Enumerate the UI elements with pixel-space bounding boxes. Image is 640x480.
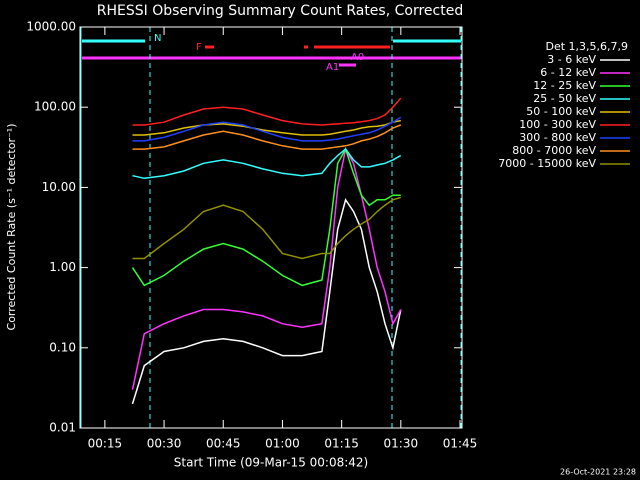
plot-frame [79,26,463,429]
annotation: N [154,33,161,44]
series-line [132,116,402,142]
series-line [131,198,402,405]
legend-label: 3 - 6 keV [547,53,596,66]
series-line [132,196,402,260]
y-tick-label: 10.00 [42,180,76,194]
annotation: F [196,42,202,53]
series-line [132,119,401,136]
footer: 26-Oct-2021 23:28 [560,468,636,477]
chart-title: RHESSI Observing Summary Count Rates, Co… [97,3,463,19]
legend-label: 100 - 300 keV [519,118,596,131]
legend-label: 300 - 800 keV [519,131,596,144]
y-tick-label: 100.00 [34,100,76,114]
legend-label: 50 - 100 keV [526,105,596,118]
x-tick-label: 01:15 [324,437,359,451]
x-tick-label: 00:30 [147,437,182,451]
y-tick-label: 0.10 [49,340,76,354]
x-axis-label: Start Time (09-Mar-15 00:08:42) [174,456,368,470]
legend-label: 12 - 25 keV [533,79,596,92]
series-line [131,146,402,390]
x-tick-label: 01:45 [443,437,478,451]
legend-title: Det 1,3,5,6,7,9 [545,40,628,53]
x-tick-label: 00:15 [88,437,123,451]
y-tick-label: 0.01 [49,421,76,435]
flag-bars [80,27,462,428]
x-tick-label: 01:00 [265,437,300,451]
x-tick-label: 00:45 [206,437,241,451]
annotation: A0 [351,52,364,63]
series-line [132,148,402,180]
legend-label: 7000 - 15000 keV [498,157,596,170]
legend-label: 800 - 7000 keV [512,144,596,157]
series-line [132,124,402,150]
series-line [132,97,402,126]
y-tick-label: 1000.00 [26,20,76,34]
y-axis-label: Corrected Count Rate (s⁻¹ detector⁻¹) [5,124,18,331]
x-tick-label: 01:30 [384,437,419,451]
annotation: A1 [326,62,339,73]
legend-label: 25 - 50 keV [533,92,596,105]
y-tick-label: 1.00 [49,260,76,274]
series-line [131,147,401,287]
legend-label: 6 - 12 keV [540,66,596,79]
